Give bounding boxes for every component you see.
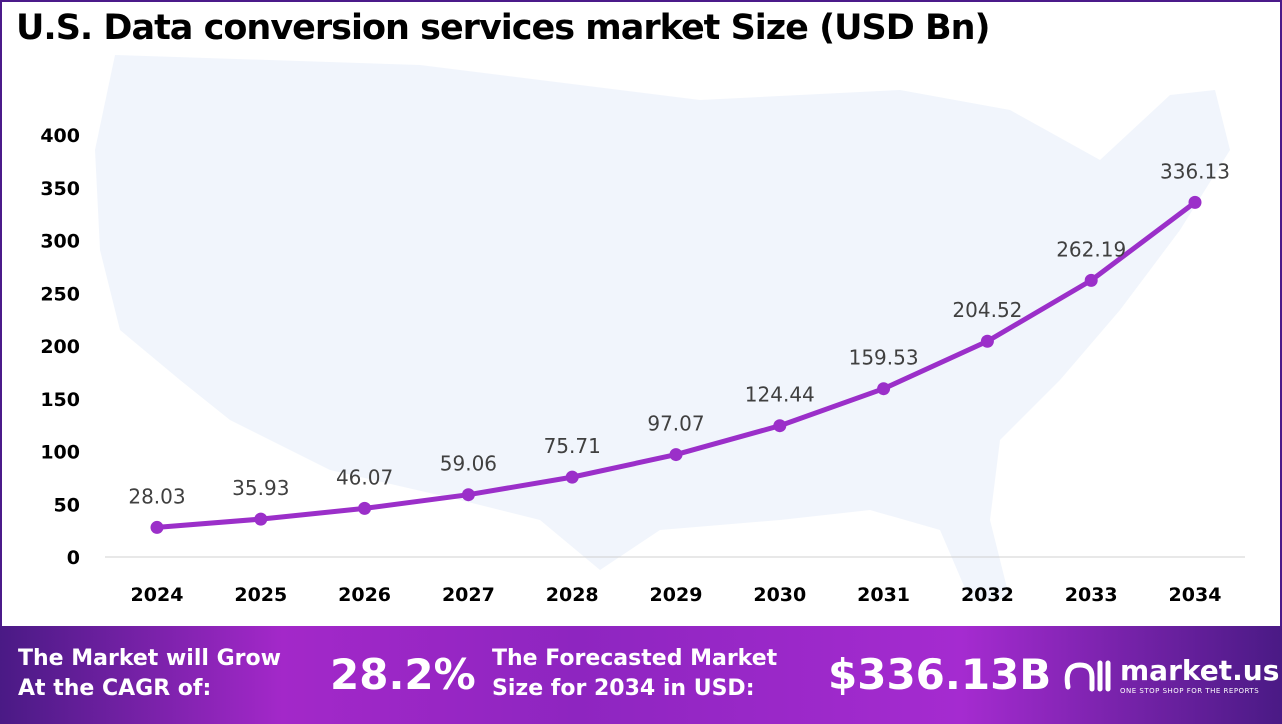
x-tick-label: 2026 [338, 584, 391, 606]
x-tick-label: 2029 [650, 584, 703, 606]
y-tick-label: 400 [40, 125, 80, 147]
forecast-label: The Forecasted Market Size for 2034 in U… [492, 644, 777, 704]
footer-banner: The Market will Grow At the CAGR of: 28.… [0, 626, 1282, 724]
line-chart: 0 50 100 150 200 250 300 350 400 2024 2025 2026 2027… [40, 55, 1245, 606]
brand-name: market.us [1120, 654, 1280, 687]
data-point [565, 470, 579, 484]
data-point [1188, 195, 1202, 209]
us-map-background [95, 55, 1230, 600]
y-tick-label: 150 [40, 389, 80, 411]
cagr-value: 28.2% [330, 650, 476, 699]
data-label: 35.93 [232, 476, 289, 500]
data-point [669, 448, 683, 462]
y-tick-label: 200 [40, 336, 80, 358]
data-label: 28.03 [128, 484, 185, 508]
data-point [461, 488, 475, 502]
cagr-label-line1: The Market will Grow [18, 646, 281, 671]
forecast-label-line1: The Forecasted Market [492, 646, 778, 671]
data-point [358, 501, 372, 515]
data-point [150, 520, 164, 534]
data-point [773, 419, 787, 433]
market-us-logo: market.us ONE STOP SHOP FOR THE REPORTS [1062, 654, 1279, 695]
y-tick-label: 50 [54, 494, 80, 516]
y-tick-label: 100 [40, 442, 80, 464]
brand-tagline: ONE STOP SHOP FOR THE REPORTS [1120, 687, 1260, 695]
logo-icon [1064, 660, 1111, 691]
x-tick-label: 2031 [857, 584, 910, 606]
data-label: 75.71 [544, 434, 601, 458]
cagr-label: The Market will Grow At the CAGR of: [18, 644, 281, 704]
data-point [1084, 273, 1098, 287]
data-point [980, 334, 994, 348]
data-label: 262.19 [1056, 237, 1126, 261]
data-label: 124.44 [745, 383, 815, 407]
x-tick-label: 2034 [1169, 584, 1222, 606]
data-label: 46.07 [336, 465, 393, 489]
x-tick-label: 2030 [753, 584, 806, 606]
data-point [877, 382, 891, 396]
y-tick-label: 350 [40, 178, 80, 200]
y-tick-label: 300 [40, 231, 80, 253]
forecast-value: $336.13B [828, 650, 1052, 699]
cagr-label-line2: At the CAGR of: [18, 676, 212, 701]
data-label: 159.53 [849, 346, 919, 370]
x-tick-label: 2033 [1065, 584, 1118, 606]
y-tick-label: 250 [40, 283, 80, 305]
x-tick-label: 2024 [131, 584, 184, 606]
data-label: 204.52 [952, 298, 1022, 322]
chart-title: U.S. Data conversion services market Siz… [16, 8, 991, 48]
data-point [254, 512, 268, 526]
forecast-label-line2: Size for 2034 in USD: [492, 676, 755, 701]
y-tick-label: 0 [67, 547, 80, 569]
x-tick-label: 2032 [961, 584, 1014, 606]
data-label: 59.06 [440, 452, 497, 476]
data-label: 97.07 [647, 412, 704, 436]
data-label: 336.13 [1160, 159, 1230, 183]
x-tick-label: 2025 [234, 584, 287, 606]
x-tick-label: 2027 [442, 584, 495, 606]
x-tick-label: 2028 [546, 584, 599, 606]
